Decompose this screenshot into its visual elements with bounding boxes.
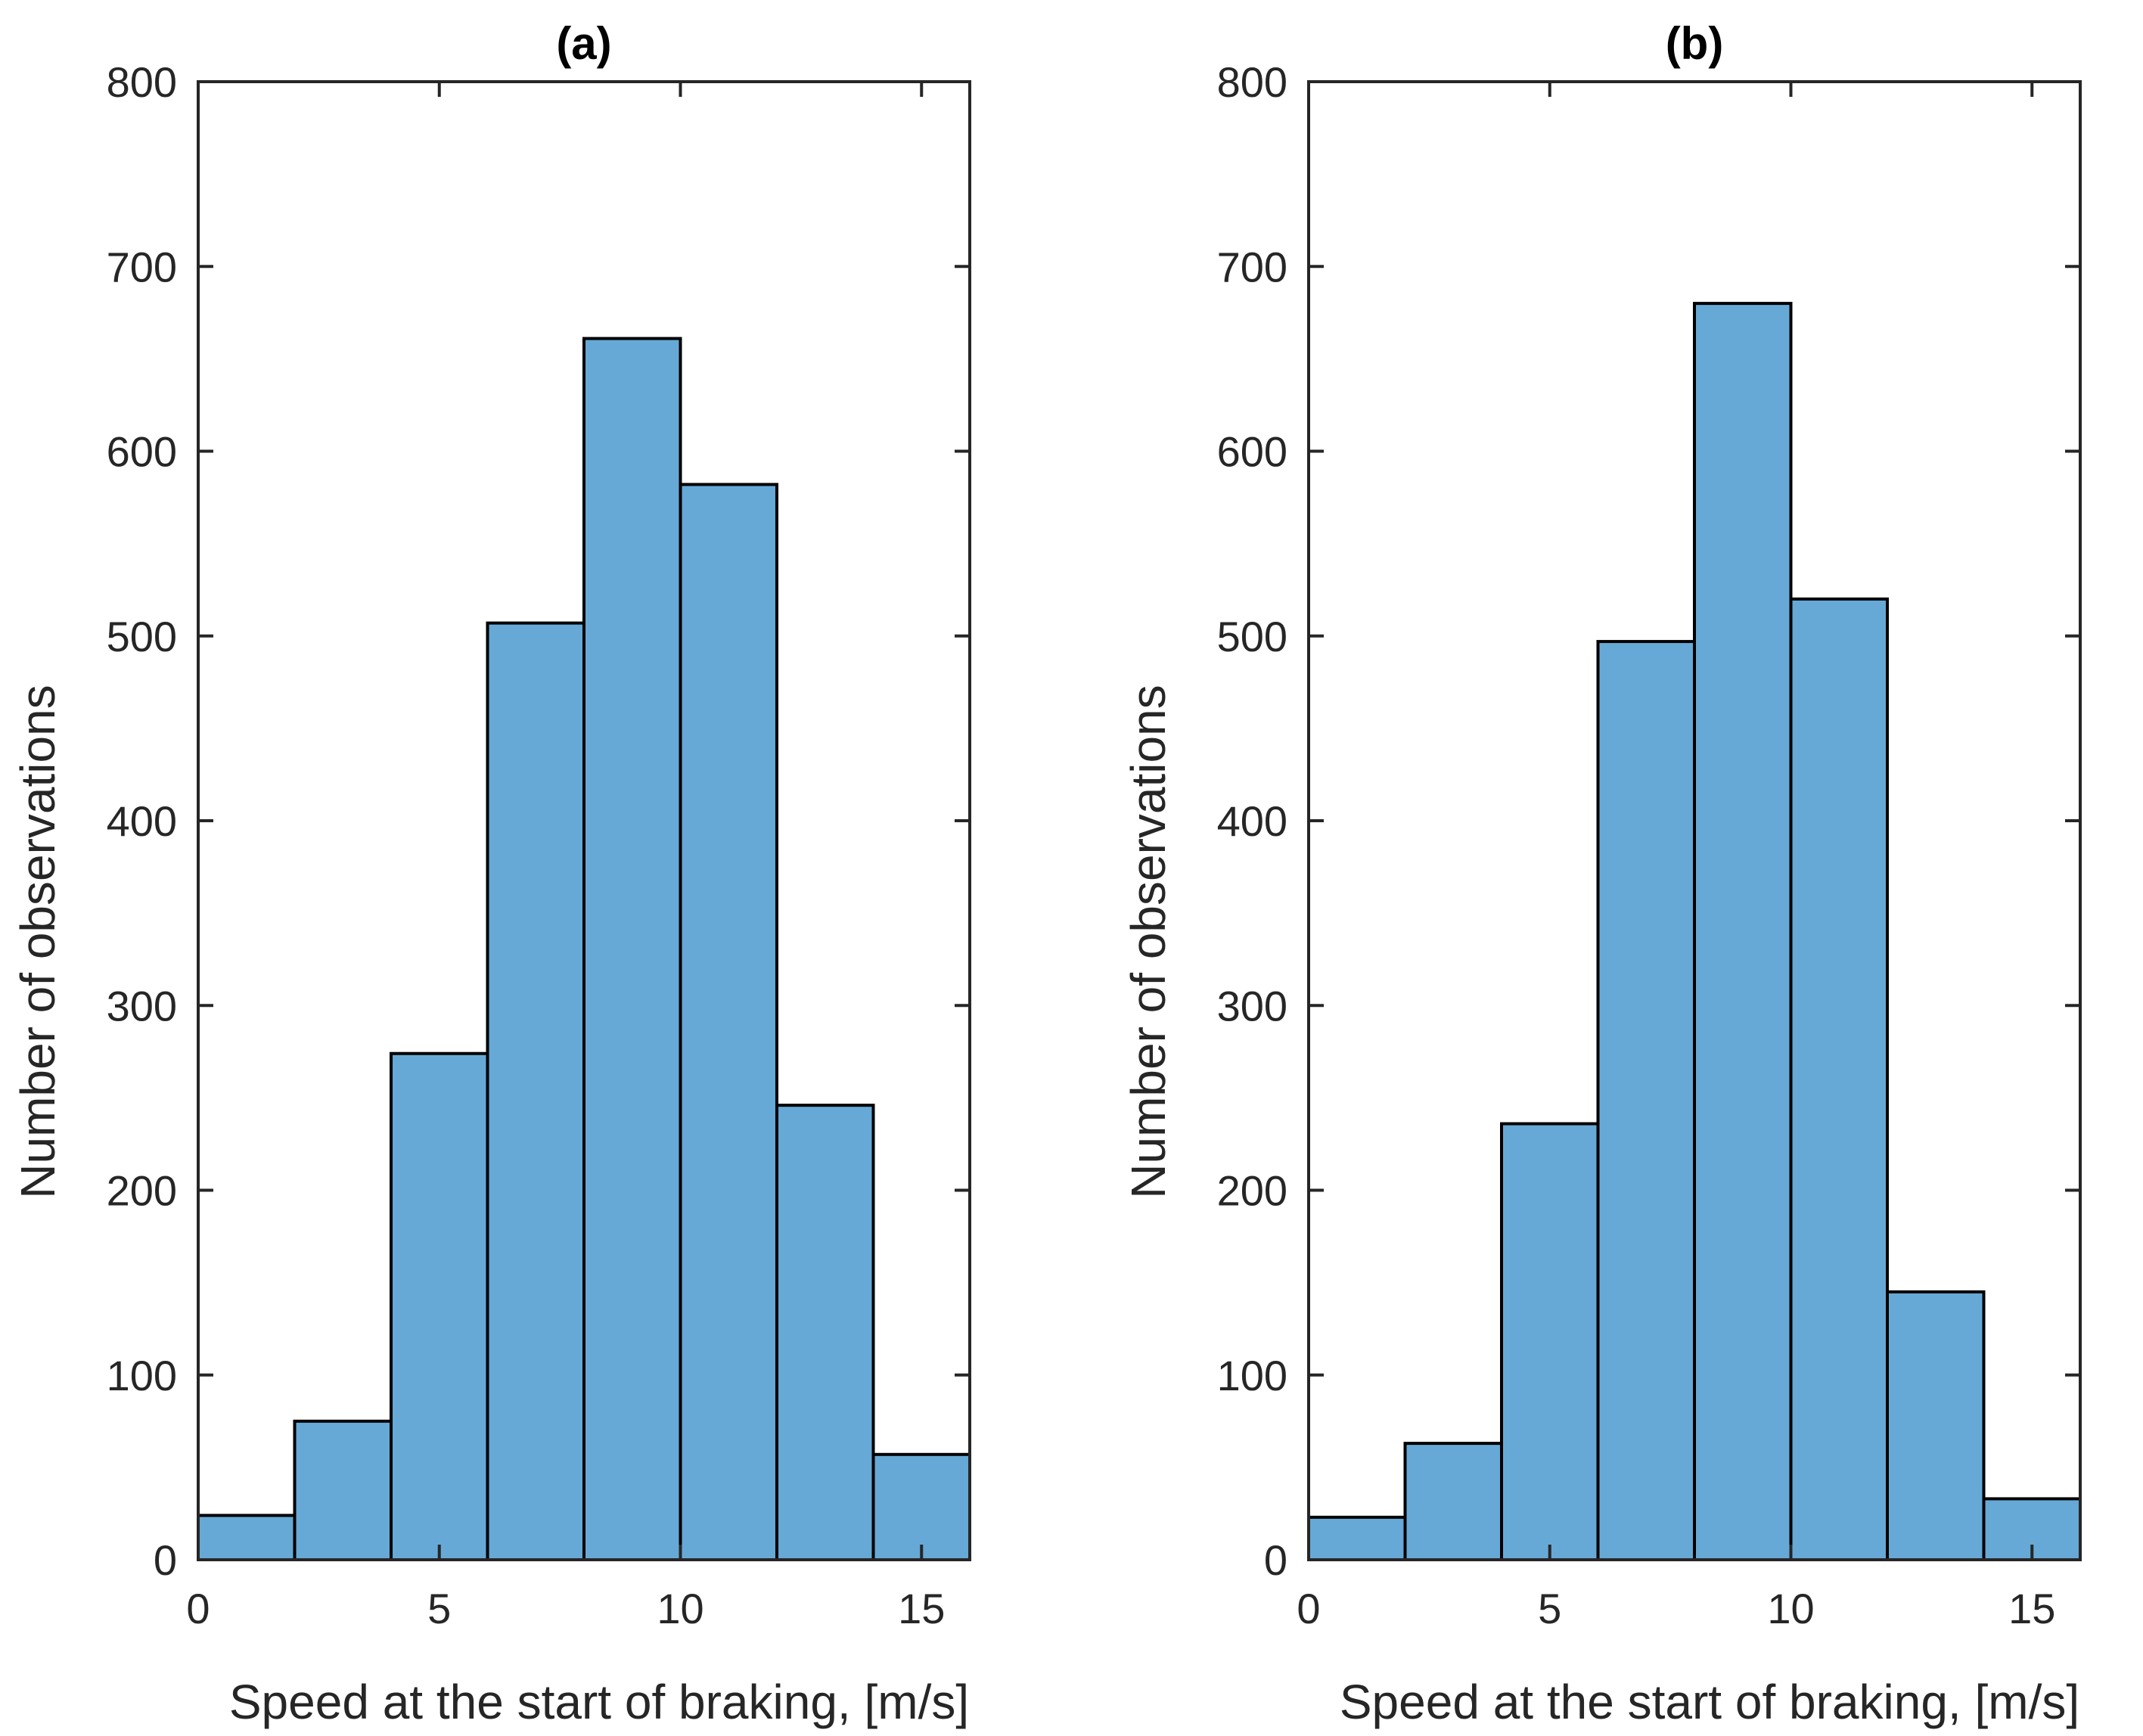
y-tick-label-b-700: 700	[1217, 243, 1287, 290]
y-tick-label-a-100: 100	[107, 1352, 177, 1399]
x-tick-label-b-0: 0	[1297, 1585, 1320, 1632]
y-axis-label-a: Number of observations	[11, 685, 65, 1198]
bar-a-4	[582, 337, 682, 1562]
y-tick-label-a-600: 600	[107, 428, 177, 476]
y-tick-label-a-400: 400	[107, 797, 177, 845]
x-axis-label-a: Speed at the start of braking, [m/s]	[229, 1675, 969, 1729]
bar-a-6	[775, 1104, 875, 1561]
bar-a-3	[486, 621, 585, 1562]
x-tick-label-a-15: 15	[898, 1585, 945, 1632]
x-tick-label-b-10: 10	[1767, 1585, 1814, 1632]
bar-a-5	[679, 483, 778, 1562]
axes-a: 0 100 200 300 400 500 600 700 800 0 5 10 15	[107, 58, 971, 1632]
bar-a-0	[197, 1514, 297, 1562]
y-tick-label-a-800: 800	[107, 58, 177, 106]
y-tick-label-a-300: 300	[107, 982, 177, 1029]
x-axis-label-b: Speed at the start of braking, [m/s]	[1340, 1675, 2079, 1729]
y-tick-label-b-600: 600	[1217, 428, 1287, 476]
y-tick-label-b-400: 400	[1217, 797, 1287, 845]
y-tick-label-b-800: 800	[1217, 58, 1287, 106]
x-tick-label-a-5: 5	[427, 1585, 451, 1632]
y-axis-label-b: Number of observations	[1121, 685, 1176, 1198]
x-tick-label-b-5: 5	[1538, 1585, 1561, 1632]
y-tick-label-a-200: 200	[107, 1167, 177, 1215]
x-tick-label-a-10: 10	[657, 1585, 703, 1632]
bar-b-0	[1307, 1515, 1407, 1562]
bar-b-2	[1500, 1122, 1600, 1561]
bar-b-1	[1403, 1442, 1503, 1562]
bar-a-7	[871, 1452, 971, 1561]
y-tick-label-a-0: 0	[154, 1536, 177, 1584]
y-tick-label-b-200: 200	[1217, 1167, 1287, 1215]
y-tick-label-b-300: 300	[1217, 982, 1287, 1029]
bar-b-6	[1886, 1290, 1986, 1562]
bar-b-4	[1693, 302, 1793, 1562]
histogram-panel-b: 0 100 200 300 400 500 600 700 800 0 5 10 15 (b) Numb…	[1121, 18, 2082, 1729]
bar-a-1	[293, 1419, 393, 1561]
x-tick-label-a-0: 0	[186, 1585, 210, 1632]
bars-a	[197, 337, 971, 1562]
panel-title-b: (b)	[1666, 18, 1724, 69]
histogram-panel-a: 0 100 200 300 400 500 600 700 800 0 5 10 15 (a) Numb…	[11, 18, 971, 1729]
y-tick-label-b-0: 0	[1264, 1536, 1287, 1584]
panel-title-a: (a)	[556, 18, 611, 69]
bars-b	[1307, 302, 2082, 1562]
y-tick-label-a-500: 500	[107, 613, 177, 660]
bar-b-5	[1789, 597, 1889, 1561]
bar-a-2	[390, 1051, 489, 1561]
x-tick-label-b-15: 15	[2008, 1585, 2055, 1632]
y-tick-label-b-500: 500	[1217, 613, 1287, 660]
y-tick-label-b-100: 100	[1217, 1352, 1287, 1399]
axes-b: 0 100 200 300 400 500 600 700 800 0 5 10 15	[1217, 58, 2082, 1632]
y-tick-label-a-700: 700	[107, 243, 177, 290]
bar-b-3	[1596, 640, 1696, 1561]
